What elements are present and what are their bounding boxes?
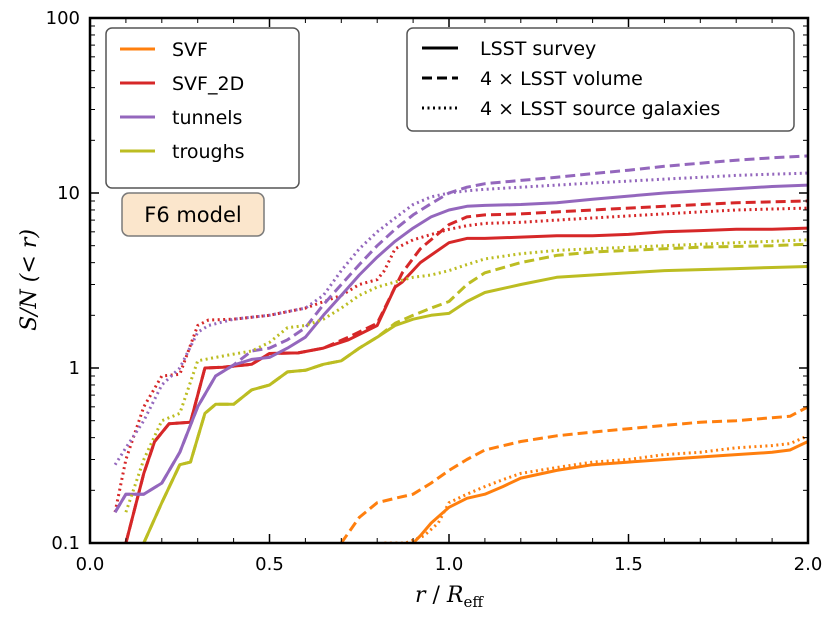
legend-label-troughs: troughs bbox=[172, 141, 245, 163]
series-line-svf-2d-4-x-lsst-source-galaxies bbox=[113, 206, 808, 513]
series-line-tunnels-4-x-lsst-source-galaxies bbox=[113, 171, 808, 466]
color-legend-box bbox=[105, 27, 300, 189]
x-axis-title-sub: eff bbox=[463, 593, 484, 611]
x-tick-label: 0.0 bbox=[76, 554, 105, 575]
x-axis-title: r / Reff bbox=[415, 583, 484, 611]
y-tick-label: 1 bbox=[69, 358, 80, 379]
x-axis-title-sep: / bbox=[426, 583, 447, 608]
model-annotation-box bbox=[121, 192, 265, 237]
legend-label-svf-2d: SVF_2D bbox=[172, 73, 244, 95]
series-line-troughs-4-x-lsst-volume bbox=[142, 242, 808, 543]
model-annotation: F6 model bbox=[121, 192, 265, 237]
series-line-svf-lsst-survey bbox=[412, 440, 808, 543]
series-line-svf-2d-4-x-lsst-volume bbox=[124, 199, 808, 543]
legend-label-tunnels: tunnels bbox=[172, 107, 242, 129]
style-legend-box bbox=[406, 27, 795, 132]
y-tick-label: 0.1 bbox=[51, 533, 80, 554]
series-line-troughs-4-x-lsst-source-galaxies bbox=[124, 238, 808, 513]
x-axis-title-r: r bbox=[415, 583, 427, 608]
y-axis-title: S/N (< r) bbox=[17, 229, 42, 331]
style-legend: LSST survey 4 × LSST volume 4 × LSST sourc… bbox=[406, 27, 795, 132]
legend-label-4-x-lsst-source-galaxies: 4 × LSST source galaxies bbox=[480, 98, 720, 120]
series-layer bbox=[113, 154, 808, 543]
legend-label-svf: SVF bbox=[172, 39, 208, 61]
series-line-svf-4-x-lsst-volume bbox=[340, 405, 808, 543]
x-tick-label: 0.5 bbox=[255, 554, 284, 575]
series-line-troughs-lsst-survey bbox=[142, 265, 808, 543]
plot-frame bbox=[88, 16, 810, 545]
x-tick-label: 2.0 bbox=[794, 554, 823, 575]
series-line-svf-4-x-lsst-source-galaxies bbox=[384, 434, 808, 543]
legend-label-lsst-survey: LSST survey bbox=[480, 38, 596, 60]
series-line-svf-2d-lsst-survey bbox=[124, 226, 808, 543]
y-tick-label: 100 bbox=[46, 8, 80, 29]
x-tick-label: 1.0 bbox=[435, 554, 464, 575]
x-tick-label: 1.5 bbox=[614, 554, 643, 575]
legend-label-4-x-lsst-volume: 4 × LSST volume bbox=[480, 68, 643, 90]
series-line-tunnels-4-x-lsst-volume bbox=[113, 154, 808, 513]
x-axis-title-R: R bbox=[446, 583, 464, 608]
model-annotation-label: F6 model bbox=[144, 203, 242, 227]
y-tick-label: 10 bbox=[57, 183, 80, 204]
